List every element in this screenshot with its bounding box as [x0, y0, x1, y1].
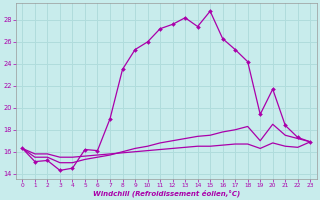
X-axis label: Windchill (Refroidissement éolien,°C): Windchill (Refroidissement éolien,°C) [93, 189, 240, 197]
